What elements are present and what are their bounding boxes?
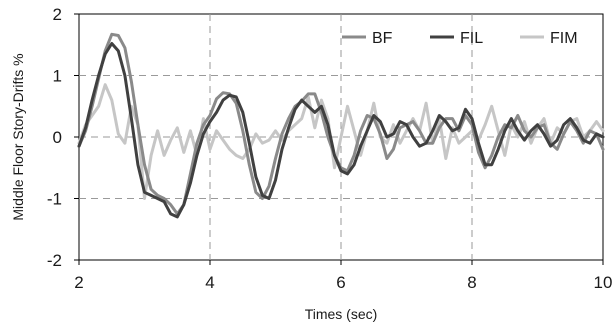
y-tick-label: 0 [53, 128, 62, 147]
legend-label-fil: FIL [460, 30, 483, 47]
x-tick-label: 4 [205, 273, 214, 292]
series-line-fil [77, 42, 605, 219]
y-tick-label: 1 [53, 67, 62, 86]
series-lines [77, 32, 605, 219]
y-axis-label: Middle Floor Story-Drifts % [10, 53, 26, 220]
y-axis-ticks: 2 1 0 -1 -2 [47, 5, 79, 270]
series-line-fim [77, 83, 605, 200]
x-axis-label: Times (sec) [305, 306, 378, 322]
grid-lines [79, 14, 603, 260]
legend-label-bf: BF [372, 30, 393, 47]
y-tick-label: -1 [47, 190, 62, 209]
x-tick-label: 10 [594, 273, 613, 292]
y-tick-label: 2 [53, 5, 62, 24]
x-tick-label: 6 [336, 273, 345, 292]
x-tick-label: 8 [467, 273, 476, 292]
legend: BF FIL FIM [342, 30, 578, 47]
x-axis-ticks: 2 4 6 8 10 [74, 260, 612, 292]
x-tick-label: 2 [74, 273, 83, 292]
y-tick-label: -2 [47, 251, 62, 270]
legend-label-fim: FIM [550, 30, 578, 47]
